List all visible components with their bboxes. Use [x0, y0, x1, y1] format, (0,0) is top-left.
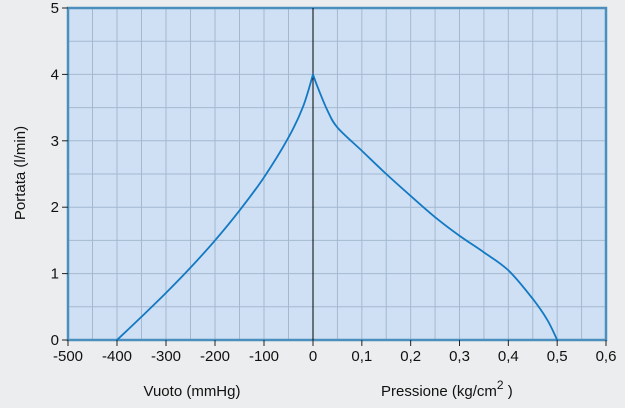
plot-frame: [66, 6, 608, 342]
x-tick-label-pressure: 0,4: [498, 348, 519, 365]
x-tick-label-pressure: 0,2: [400, 348, 421, 365]
x-tick-label-vacuum: -400: [102, 348, 132, 365]
y-tick-label: 5: [51, 0, 59, 17]
x-tick-label-pressure: 0,3: [449, 348, 470, 365]
y-tick-label: 1: [51, 266, 59, 283]
x-tick-label-pressure: 0,5: [547, 348, 568, 365]
x-tick-label-vacuum: 0: [309, 348, 317, 365]
pressure-label-sup: 2: [497, 378, 504, 392]
x-tick-label-vacuum: -300: [151, 348, 181, 365]
x-axis-title-vacuum: Vuoto (mmHg): [144, 383, 241, 400]
series-line-vacuum: [116, 73, 314, 341]
series-line-pressure: [312, 73, 559, 341]
x-axis-title-pressure: Pressione (kg/cm2 ): [381, 378, 513, 400]
y-tick-label: 4: [51, 66, 59, 83]
y-tick-label: 3: [51, 133, 59, 150]
pressure-label-end: ): [504, 383, 513, 400]
y-tick-label: 2: [51, 199, 59, 216]
x-tick-label-vacuum: -500: [53, 348, 83, 365]
x-tick-label-pressure: 0,6: [596, 348, 617, 365]
x-tick-label-pressure: 0,1: [351, 348, 372, 365]
y-axis-title: Portata (l/min): [12, 126, 29, 220]
x-tick-label-vacuum: -100: [249, 348, 279, 365]
x-tick-label-vacuum: -200: [200, 348, 230, 365]
pressure-label-main: Pressione (kg/cm: [381, 383, 497, 400]
y-tick-label: 0: [51, 332, 59, 349]
